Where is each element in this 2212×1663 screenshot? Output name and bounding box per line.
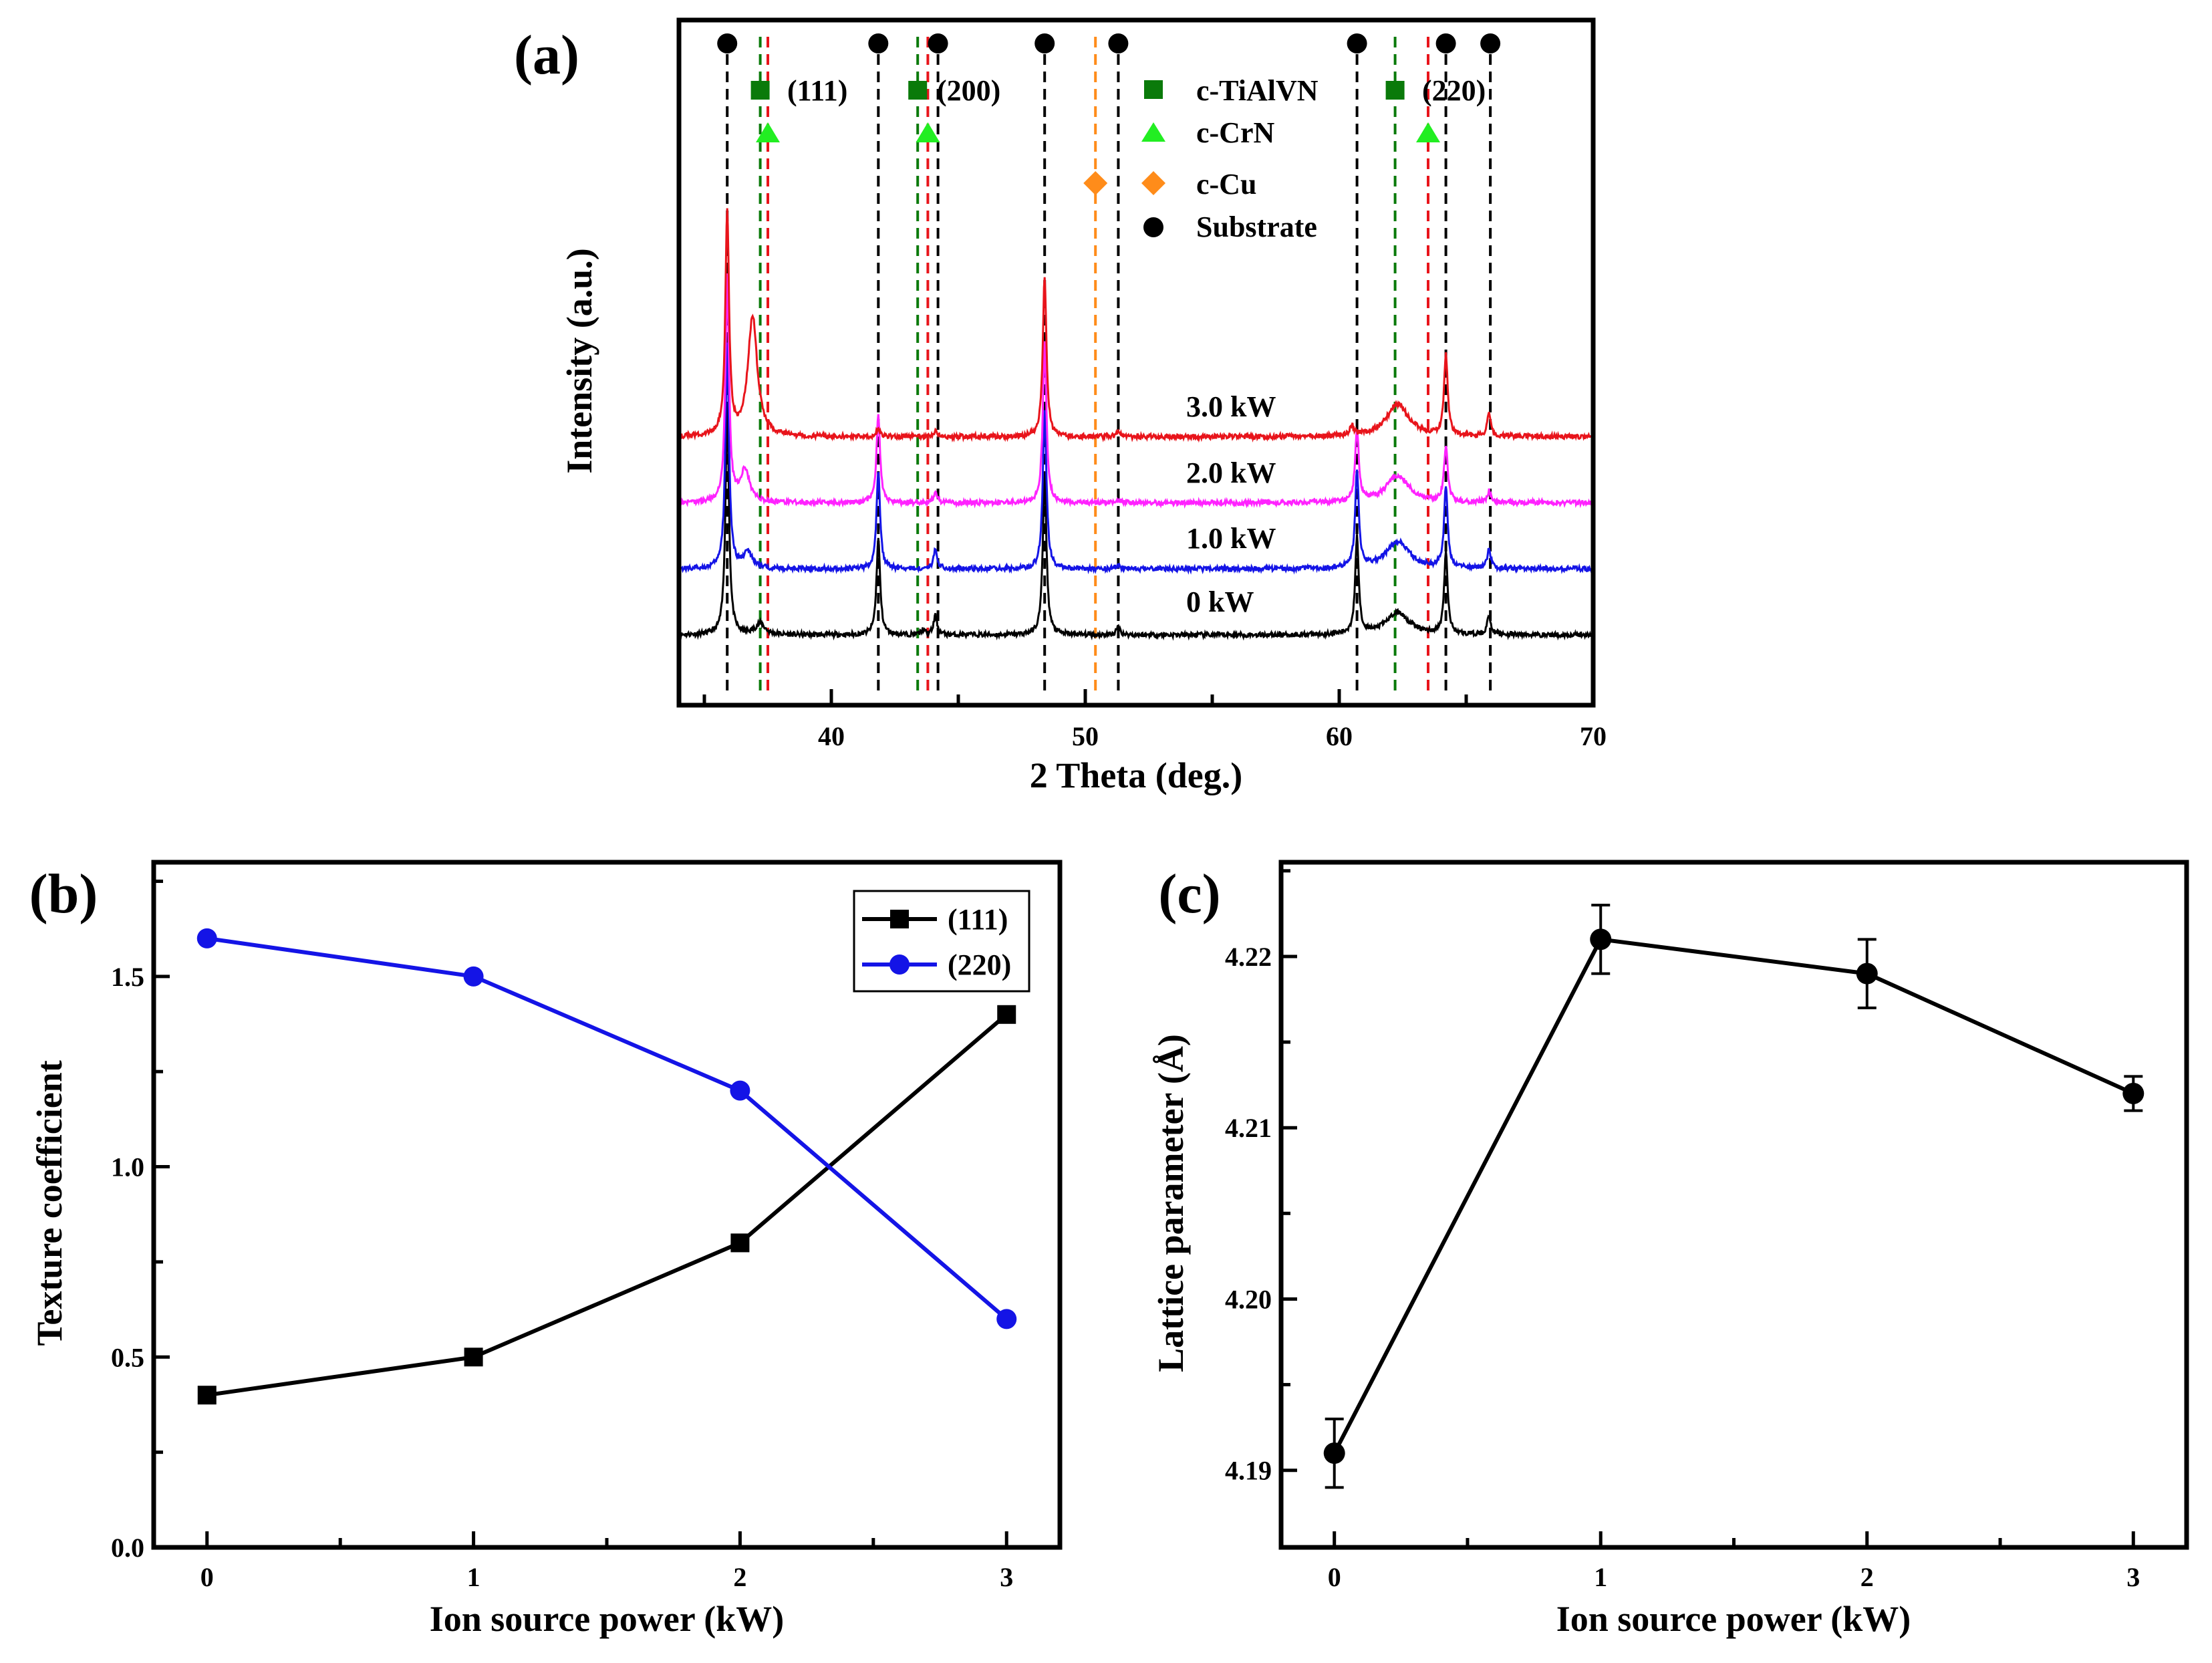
- texture-point-111: [730, 1233, 750, 1253]
- cu-diamond-marker: [1083, 171, 1108, 195]
- xrd-x-tick-label: 70: [1580, 721, 1607, 751]
- lattice-x-tick-label: 0: [1328, 1562, 1341, 1592]
- peak-label-111: (111): [787, 74, 847, 107]
- xrd-x-tick-label: 50: [1072, 721, 1099, 751]
- panel-b-texture: (b) 0 1 2 3 0.0 0.5 1.0 1.5 Ion source power (k…: [29, 860, 1063, 1639]
- legend-label-cu: c-Cu: [1196, 168, 1256, 201]
- texture-ticks: 0 1 2 3 0.0 0.5 1.0 1.5: [111, 879, 1013, 1592]
- xrd-y-axis-label: Intensity (a.u.): [559, 248, 599, 474]
- texture-point-111: [197, 1386, 217, 1405]
- lattice-point: [1856, 963, 1878, 985]
- series-label-1kw: 1.0 kW: [1186, 522, 1276, 555]
- lattice-x-tick-label: 2: [1860, 1562, 1874, 1592]
- xrd-frame: [676, 17, 1596, 708]
- texture-line-111: [206, 1013, 1008, 1398]
- lattice-y-tick-label: 4.22: [1225, 942, 1272, 972]
- legend-label-substrate: Substrate: [1196, 211, 1317, 243]
- lattice-x-tick-label: 1: [1594, 1562, 1607, 1592]
- panel-b-label: (b): [29, 863, 98, 925]
- texture-x-tick-label: 1: [467, 1562, 480, 1592]
- texture-x-tick-label: 3: [1000, 1562, 1013, 1592]
- panel-a-xrd: (a) 40 50 60 70 2 Theta (deg.) Intensity (a…: [514, 17, 1607, 795]
- substrate-circle-marker: [1034, 33, 1055, 53]
- legend-label-crn: c-CrN: [1196, 116, 1274, 149]
- substrate-circle-marker: [1435, 33, 1456, 53]
- lattice-y-tick-label: 4.19: [1225, 1456, 1272, 1486]
- lattice-point: [1590, 928, 1612, 950]
- lattice-x-tick-label: 3: [2126, 1562, 2140, 1592]
- series-label-0kw: 0 kW: [1186, 586, 1254, 618]
- crn-triangle-marker: [756, 122, 780, 142]
- xrd-x-tick-label: 60: [1326, 721, 1353, 751]
- legend-label-111: (111): [948, 903, 1008, 936]
- texture-point-111: [997, 1005, 1016, 1024]
- texture-x-tick-label: 0: [200, 1562, 214, 1592]
- substrate-circle-marker: [717, 33, 738, 53]
- legend-220-circle-marker: [889, 954, 910, 975]
- texture-point-220: [463, 966, 484, 987]
- legend-label-220: (220): [948, 948, 1011, 981]
- peak-label-200: (200): [937, 74, 1000, 107]
- lattice-plot-area: [1323, 904, 2145, 1489]
- texture-point-111: [464, 1348, 483, 1367]
- texture-point-220: [996, 1309, 1017, 1329]
- crn-triangle-marker: [916, 122, 940, 142]
- lattice-y-tick-label: 4.21: [1225, 1113, 1272, 1143]
- texture-line-220: [206, 936, 1008, 1321]
- lattice-point: [2122, 1082, 2145, 1104]
- texture-y-tick-label: 0.5: [111, 1342, 144, 1372]
- substrate-circle-marker: [1108, 33, 1129, 53]
- texture-y-tick-label: 1.5: [111, 962, 144, 992]
- xrd-curve-30kw: [678, 208, 1594, 443]
- panel-a-label: (a): [514, 24, 579, 86]
- texture-legend-box: [853, 890, 1030, 993]
- panel-c-label: (c): [1158, 863, 1220, 925]
- xrd-x-ticks: 40 50 60 70: [702, 689, 1607, 751]
- texture-legend: (111) (220): [853, 890, 1030, 993]
- xrd-curve-20kw: [678, 273, 1595, 509]
- panel-c-lattice: (c) 0 1 2 3 4.19 4.20 4.21 4.22 Ion source powe…: [1151, 860, 2189, 1639]
- texture-point-220: [196, 928, 217, 948]
- lattice-point: [1323, 1442, 1345, 1464]
- lattice-ticks: 0 1 2 3 4.19 4.20 4.21 4.22: [1225, 869, 2140, 1592]
- legend-triangle-marker: [1141, 122, 1165, 142]
- legend-circle-marker: [1143, 217, 1163, 237]
- texture-point-220: [730, 1080, 750, 1101]
- xrd-x-axis-label: 2 Theta (deg.): [1030, 755, 1243, 795]
- crn-triangle-marker: [1416, 122, 1440, 142]
- series-label-2kw: 2.0 kW: [1186, 457, 1276, 489]
- substrate-circle-marker: [1347, 33, 1367, 53]
- lattice-y-tick-label: 4.20: [1225, 1284, 1272, 1314]
- substrate-circle-marker: [868, 33, 889, 53]
- xrd-x-tick-label: 40: [818, 721, 845, 751]
- lattice-x-axis-label: Ion source power (kW): [1556, 1599, 1911, 1639]
- xrd-curve-0kw: [678, 410, 1595, 641]
- tialvn-square-marker: [750, 81, 770, 100]
- texture-plot-area: [196, 928, 1017, 1405]
- xrd-curve-10kw: [678, 342, 1595, 575]
- texture-x-axis-label: Ion source power (kW): [430, 1599, 785, 1639]
- legend-square-marker: [1144, 80, 1163, 99]
- legend-label-tialvn: c-TiAlVN: [1196, 74, 1319, 107]
- legend-diamond-marker: [1141, 171, 1165, 195]
- legend-111-square-marker: [890, 910, 909, 928]
- lattice-y-axis-label: Lattice parameter (Å): [1151, 1034, 1191, 1372]
- substrate-circle-marker: [1480, 33, 1501, 53]
- xrd-plot-area: [678, 33, 1595, 695]
- peak-label-220: (220): [1422, 74, 1486, 107]
- texture-x-tick-label: 2: [733, 1562, 746, 1592]
- tialvn-square-marker: [908, 81, 928, 100]
- lattice-frame: [1278, 860, 2189, 1550]
- substrate-circle-marker: [928, 33, 948, 53]
- tialvn-square-marker: [1385, 81, 1405, 100]
- texture-y-tick-label: 1.0: [111, 1152, 144, 1182]
- texture-y-tick-label: 0.0: [111, 1533, 144, 1563]
- lattice-line: [1333, 937, 2134, 1454]
- texture-y-axis-label: Texture coefficient: [29, 1060, 70, 1346]
- series-label-3kw: 3.0 kW: [1186, 390, 1276, 423]
- xrd-legend: c-TiAlVN c-CrN c-Cu Substrate: [1141, 74, 1319, 243]
